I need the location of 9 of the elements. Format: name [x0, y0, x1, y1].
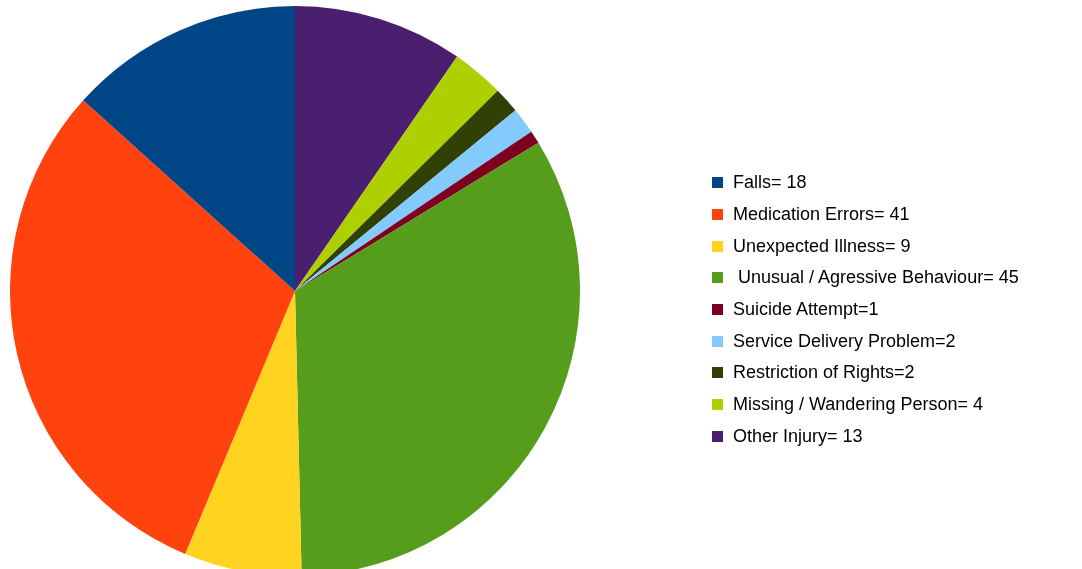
legend-label: Unusual / Agressive Behaviour= 45 — [737, 267, 1019, 289]
legend-label: Missing / Wandering Person= 4 — [733, 394, 983, 416]
legend-label: Unexpected Illness= 9 — [733, 235, 911, 257]
legend-label: Service Delivery Problem=2 — [733, 330, 956, 352]
legend-label: Suicide Attempt=1 — [733, 299, 879, 321]
legend-label: Other Injury= 13 — [733, 425, 863, 447]
legend-label: Restriction of Rights=2 — [733, 362, 915, 384]
legend-label: Medication Errors= 41 — [733, 204, 910, 226]
legend-label: Falls= 18 — [733, 172, 807, 194]
